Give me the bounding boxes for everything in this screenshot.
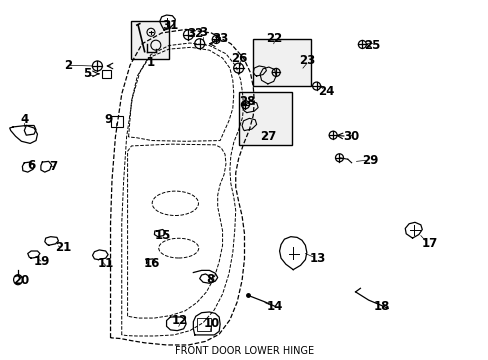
Text: 23: 23 — [298, 54, 314, 67]
Bar — [196, 318, 211, 331]
Text: 2: 2 — [64, 59, 72, 72]
Text: 5: 5 — [83, 67, 92, 80]
Text: 25: 25 — [363, 39, 380, 52]
Bar — [238, 92, 292, 145]
Text: 6: 6 — [27, 159, 35, 172]
Text: 30: 30 — [343, 130, 359, 143]
Text: 20: 20 — [13, 274, 29, 287]
Text: 19: 19 — [34, 255, 50, 268]
Text: 17: 17 — [421, 237, 437, 250]
Text: 3: 3 — [199, 27, 207, 40]
Text: 18: 18 — [373, 300, 389, 313]
Text: 14: 14 — [266, 300, 283, 313]
Text: 26: 26 — [231, 51, 247, 64]
Text: 16: 16 — [143, 257, 160, 270]
Text: 8: 8 — [206, 273, 214, 286]
Bar — [253, 40, 310, 86]
Bar — [102, 70, 111, 78]
Text: 27: 27 — [259, 130, 275, 143]
Text: 24: 24 — [318, 85, 334, 98]
Text: 15: 15 — [154, 229, 170, 242]
Bar — [110, 116, 122, 127]
Bar — [131, 21, 169, 59]
Text: 10: 10 — [203, 317, 219, 330]
Text: FRONT DOOR LOWER HINGE: FRONT DOOR LOWER HINGE — [175, 346, 313, 356]
Text: 22: 22 — [266, 32, 282, 45]
Text: 29: 29 — [361, 154, 378, 167]
Text: 12: 12 — [172, 314, 188, 327]
Text: 11: 11 — [97, 257, 114, 270]
Text: 13: 13 — [309, 252, 325, 265]
Text: 32: 32 — [186, 27, 203, 40]
Text: 28: 28 — [238, 95, 255, 108]
Text: 9: 9 — [104, 113, 112, 126]
Text: 1: 1 — [146, 56, 154, 69]
Text: 21: 21 — [55, 241, 71, 254]
Text: 33: 33 — [212, 32, 228, 45]
Text: 31: 31 — [162, 19, 178, 32]
Text: 7: 7 — [49, 160, 58, 173]
Text: 4: 4 — [20, 113, 28, 126]
